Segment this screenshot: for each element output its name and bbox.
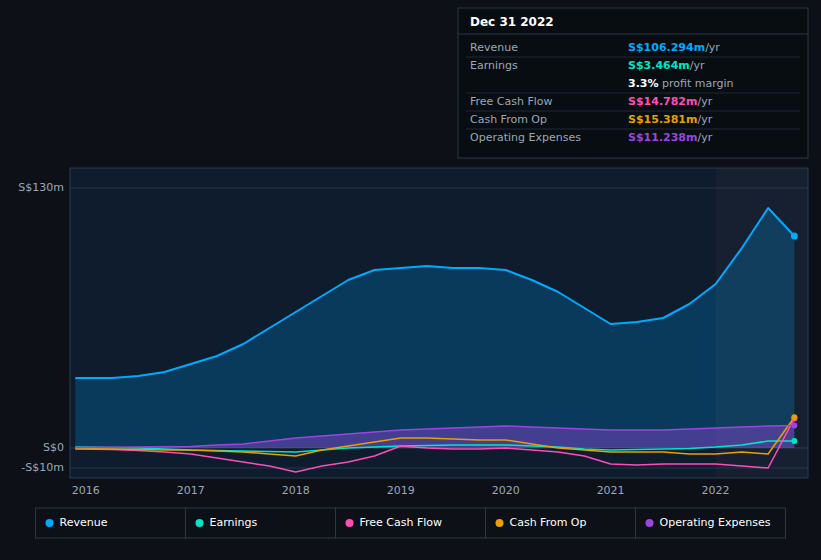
y-tick-label: -S$10m (21, 461, 64, 474)
x-tick-label: 2021 (597, 484, 625, 497)
tooltip-label: Cash From Op (470, 113, 547, 126)
legend-label: Cash From Op (510, 516, 587, 529)
tooltip-row: S$15.381m/yr (628, 113, 713, 126)
legend-label: Operating Expenses (660, 516, 771, 529)
tooltip-row: 3.3% profit margin (628, 77, 734, 90)
legend: Revenue Earnings Free Cash Flow Cash From O… (36, 508, 786, 538)
series-line (75, 418, 794, 472)
area-fill (75, 208, 794, 448)
plot-area (70, 168, 808, 478)
tooltip-row: S$11.238m/yr (628, 131, 713, 144)
tooltip-value: 3.3% (628, 77, 659, 90)
tooltip-label: Free Cash Flow (470, 95, 553, 108)
tooltip-row: S$106.294m/yr (628, 41, 720, 54)
tooltip-label: Operating Expenses (470, 131, 581, 144)
end-dot (791, 423, 797, 429)
series-line (75, 208, 794, 378)
x-tick-label: 2016 (72, 484, 100, 497)
end-dot (791, 414, 797, 420)
x-tick-label: 2018 (282, 484, 310, 497)
x-tick-label: 2017 (177, 484, 205, 497)
series-group (75, 208, 798, 472)
legend-box (186, 508, 336, 538)
tooltip-value: S$11.238m (628, 131, 698, 144)
series-line (75, 417, 794, 456)
legend-label: Revenue (60, 516, 108, 529)
tooltip-value: S$15.381m (628, 113, 698, 126)
tooltip-row: S$3.464m/yr (628, 59, 705, 72)
grid-line (70, 468, 808, 469)
x-tick-label: 2019 (387, 484, 415, 497)
grid-line (70, 188, 808, 189)
plot-frame (70, 168, 808, 478)
legend-swatch (646, 519, 654, 527)
legend-box (336, 508, 486, 538)
tooltip: Dec 31 2022 Revenue S$106.294m/yr Earnings S… (458, 8, 808, 158)
legend-box (486, 508, 636, 538)
tooltip-row: S$14.782m/yr (628, 95, 713, 108)
x-tick-label: 2020 (492, 484, 520, 497)
legend-box (636, 508, 786, 538)
tooltip-unit: /yr (690, 59, 705, 72)
tooltip-separator (466, 57, 800, 58)
end-dot (791, 233, 798, 240)
tooltip-value: S$106.294m (628, 41, 705, 54)
chart: S$130m S$0 -S$10m 2016 2017 2018 2019 2020 2021 2… (0, 0, 821, 560)
tooltip-separator (466, 111, 800, 112)
legend-label: Free Cash Flow (360, 516, 443, 529)
tooltip-box (458, 8, 808, 158)
tooltip-label: Revenue (470, 41, 518, 54)
end-dot (791, 438, 797, 444)
tooltip-title: Dec 31 2022 (470, 15, 554, 29)
x-tick-label: 2022 (702, 484, 730, 497)
tooltip-unit: /yr (705, 41, 720, 54)
legend-box (36, 508, 186, 538)
y-tick-label: S$130m (18, 181, 64, 194)
legend-label: Earnings (210, 516, 258, 529)
grid (70, 188, 808, 468)
legend-swatch (46, 519, 54, 527)
tooltip-unit: /yr (698, 113, 713, 126)
tooltip-unit: profit margin (659, 77, 734, 90)
tooltip-separator (466, 129, 800, 130)
tooltip-separator (466, 93, 800, 94)
legend-swatch (196, 519, 204, 527)
tooltip-value: S$3.464m (628, 59, 690, 72)
tooltip-unit: /yr (698, 95, 713, 108)
tooltip-divider (458, 34, 808, 35)
tooltip-label: Earnings (470, 59, 518, 72)
legend-swatch (346, 519, 354, 527)
legend-swatch (496, 519, 504, 527)
background (0, 0, 821, 560)
series-line (75, 426, 794, 448)
tooltip-value: S$14.782m (628, 95, 698, 108)
y-tick-label: S$0 (43, 441, 64, 454)
tooltip-unit: /yr (698, 131, 713, 144)
